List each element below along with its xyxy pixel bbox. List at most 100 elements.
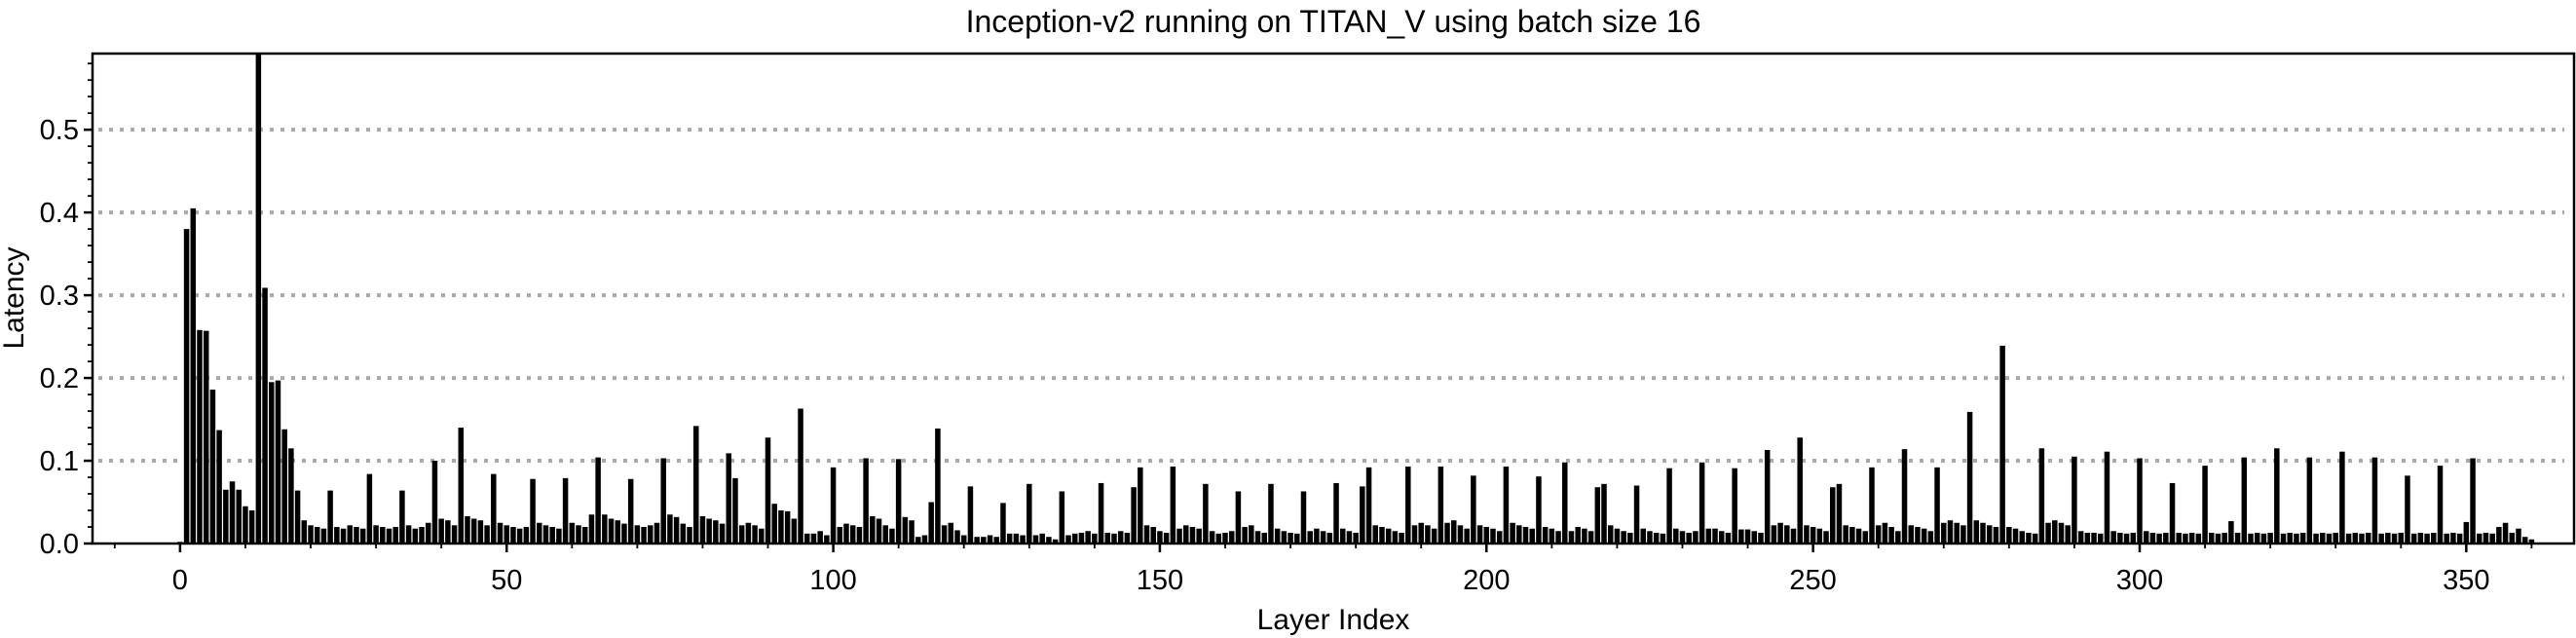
bar	[2431, 532, 2437, 544]
bar	[2058, 522, 2065, 544]
bar	[1999, 345, 2005, 544]
bar	[1020, 535, 1026, 544]
bar	[2371, 457, 2378, 544]
bar	[1594, 487, 1601, 544]
bar	[1032, 535, 1039, 544]
bar	[1777, 522, 1783, 544]
bar	[1516, 525, 1522, 544]
bar	[1973, 520, 1980, 544]
bar	[2052, 520, 2058, 544]
bar	[516, 528, 523, 544]
bar	[2326, 533, 2333, 544]
bar	[1934, 467, 1940, 544]
bar	[1104, 532, 1111, 544]
bar	[2267, 532, 2273, 544]
bar	[974, 537, 980, 544]
bar	[876, 518, 882, 544]
bar	[1732, 468, 1737, 544]
bar	[255, 54, 262, 544]
bar	[1693, 531, 1699, 544]
bar	[1725, 532, 1732, 544]
bar	[504, 525, 509, 544]
bar	[1582, 528, 1587, 544]
bar	[1915, 527, 1921, 544]
bar	[2202, 466, 2208, 544]
bar	[1660, 533, 1666, 544]
bar	[497, 522, 504, 544]
bar	[1888, 527, 1894, 544]
bar	[2045, 522, 2051, 544]
bar	[1399, 532, 1404, 544]
bar	[2365, 532, 2371, 544]
bar	[1052, 539, 1059, 544]
bar	[2012, 528, 2019, 544]
y-tick-label: 0.2	[40, 363, 79, 394]
bar	[569, 522, 576, 544]
bar	[2169, 482, 2176, 544]
bar	[334, 527, 340, 544]
bar	[1549, 528, 1555, 544]
bar	[399, 490, 405, 544]
bar	[1138, 467, 1143, 544]
bar	[262, 287, 268, 544]
bar	[1143, 525, 1150, 544]
bar	[1464, 528, 1470, 544]
bar	[2195, 533, 2202, 544]
bar	[419, 527, 425, 544]
bar	[1510, 522, 1515, 544]
bar	[667, 514, 673, 544]
bar	[549, 527, 555, 544]
bar	[1471, 475, 1476, 544]
bar	[510, 527, 516, 544]
bar	[2156, 533, 2162, 544]
y-tick-label: 0.5	[40, 115, 79, 146]
bar	[1855, 528, 1862, 544]
bar	[1496, 531, 1503, 544]
bar	[1307, 531, 1313, 544]
plot-content: 0.0 0.1 0.2 0.3 0.4 0.5 0 50 100 150 200 250 300 350	[40, 52, 2576, 596]
bar	[1575, 527, 1581, 544]
bar	[692, 426, 699, 544]
bar	[1986, 525, 1993, 544]
bar	[2489, 533, 2495, 544]
bar	[2333, 532, 2338, 544]
bar	[412, 528, 419, 544]
bar	[1222, 532, 1228, 544]
bar	[1601, 483, 1607, 544]
bar	[1621, 531, 1626, 544]
y-tick-label: 0.4	[40, 198, 79, 229]
bar	[1797, 437, 1803, 544]
bar	[1764, 449, 1771, 544]
bar	[1882, 522, 1888, 544]
bar	[2299, 532, 2306, 544]
bar	[386, 528, 392, 544]
bar	[2072, 456, 2077, 544]
bar	[229, 481, 236, 544]
bar	[1536, 476, 1542, 544]
bar	[706, 518, 712, 544]
bar	[438, 518, 444, 544]
bar	[1078, 532, 1085, 544]
bar	[2163, 532, 2169, 544]
bar	[1758, 532, 1764, 544]
bar	[2228, 521, 2234, 544]
bar	[523, 527, 530, 544]
bar	[556, 528, 562, 544]
bar	[817, 531, 823, 544]
bar	[1607, 525, 1614, 544]
bar	[915, 537, 921, 544]
bar	[2077, 531, 2084, 544]
bar	[392, 527, 398, 544]
bar	[627, 478, 634, 544]
bar	[745, 522, 752, 544]
bar	[987, 535, 993, 544]
bar	[530, 478, 536, 544]
bar	[967, 486, 974, 544]
bar	[1490, 528, 1496, 544]
bar	[347, 525, 354, 544]
bar	[1562, 462, 1568, 544]
bar	[902, 516, 909, 544]
bar	[1784, 525, 1790, 544]
bar	[948, 522, 954, 544]
